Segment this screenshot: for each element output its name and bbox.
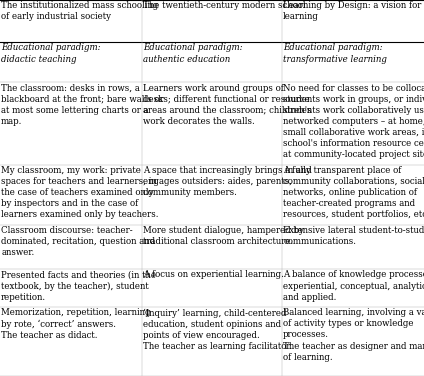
Text: A balance of knowledge processes:
experiential, conceptual, analytical
and appli: A balance of knowledge processes: experi… (283, 270, 424, 302)
Text: More student dialogue, hampered by
traditional classroom architecture.: More student dialogue, hampered by tradi… (143, 226, 304, 246)
Text: ‘Inquiry’ learning, child-centered
education, student opinions and
points of vie: ‘Inquiry’ learning, child-centered educa… (143, 308, 293, 351)
Text: Educational paradigm:
authentic education: Educational paradigm: authentic educatio… (143, 44, 243, 64)
Text: A space that increasingly brings in and
engages outsiders: aides, parents,
commu: A space that increasingly brings in and … (143, 166, 312, 197)
Text: Learning by Design: a vision for new
learning: Learning by Design: a vision for new lea… (283, 1, 424, 21)
Text: My classroom, my work: private
spaces for teachers and learners, in
the case of : My classroom, my work: private spaces fo… (1, 166, 159, 219)
Text: A fully transparent place of
community collaborations, social
networks, online p: A fully transparent place of community c… (283, 166, 424, 219)
Text: Balanced learning, involving a variety
of activity types or knowledge
processes.: Balanced learning, involving a variety o… (283, 308, 424, 362)
Text: Presented facts and theories (in the
textbook, by the teacher), student
repetiti: Presented facts and theories (in the tex… (1, 270, 156, 302)
Text: Extensive lateral student-to-student
communications.: Extensive lateral student-to-student com… (283, 226, 424, 246)
Text: The institutionalized mass schooling
of early industrial society: The institutionalized mass schooling of … (1, 1, 159, 21)
Text: A focus on experiential learning.: A focus on experiential learning. (143, 270, 284, 279)
Text: Memorization, repetition, learning
by rote, ‘correct’ answers.
The teacher as di: Memorization, repetition, learning by ro… (1, 308, 151, 340)
Text: Educational paradigm:
didactic teaching: Educational paradigm: didactic teaching (1, 44, 101, 64)
Text: No need for classes to be collocated:
students work in groups, or individual
stu: No need for classes to be collocated: st… (283, 83, 424, 159)
Text: Learners work around groups of
desks; different functional or resource
areas aro: Learners work around groups of desks; di… (143, 83, 312, 126)
Text: The twentieth-century modern school: The twentieth-century modern school (143, 1, 306, 10)
Text: Educational paradigm:
transformative learning: Educational paradigm: transformative lea… (283, 44, 387, 64)
Text: Classroom discourse: teacher-
dominated, recitation, question and
answer.: Classroom discourse: teacher- dominated,… (1, 226, 155, 257)
Text: The classroom: desks in rows, a
blackboard at the front; bare walls or
at most s: The classroom: desks in rows, a blackboa… (1, 83, 164, 126)
